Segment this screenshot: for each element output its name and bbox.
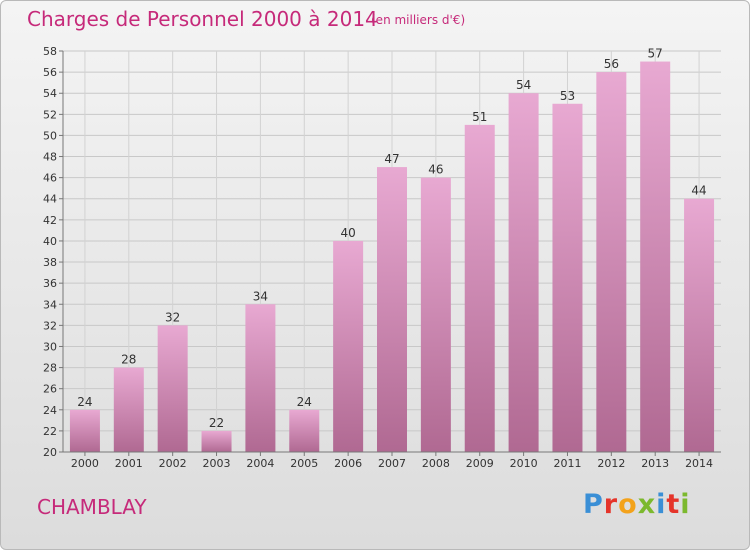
y-tick-label: 50 — [43, 129, 57, 142]
logo-letter: i — [656, 489, 667, 520]
x-tick-label: 2006 — [334, 457, 362, 470]
bar-value-label: 53 — [560, 89, 575, 103]
bar-value-label: 46 — [428, 163, 443, 177]
bar — [289, 409, 320, 452]
bar-value-label: 32 — [165, 310, 180, 324]
x-tick-label: 2004 — [246, 457, 274, 470]
x-tick-label: 2000 — [71, 457, 99, 470]
y-tick-label: 30 — [43, 340, 57, 353]
x-tick-label: 2013 — [641, 457, 669, 470]
y-tick-label: 38 — [43, 256, 57, 269]
y-tick-label: 36 — [43, 277, 57, 290]
proxiti-logo: Proxiti — [583, 489, 691, 520]
bar-value-label: 24 — [297, 395, 312, 409]
x-tick-label: 2008 — [422, 457, 450, 470]
y-tick-label: 56 — [43, 66, 57, 79]
y-tick-label: 24 — [43, 404, 57, 417]
bar-value-label: 24 — [77, 395, 92, 409]
y-tick-label: 40 — [43, 235, 57, 248]
bar — [640, 61, 671, 452]
bar-value-label: 34 — [253, 289, 268, 303]
bar — [508, 93, 539, 453]
logo-letter: x — [637, 489, 657, 520]
logo-letter: t — [666, 489, 681, 520]
bar — [377, 167, 407, 452]
y-tick-label: 20 — [43, 446, 57, 459]
x-tick-label: 2007 — [378, 457, 406, 470]
bar — [596, 72, 627, 453]
y-tick-label: 58 — [43, 45, 57, 58]
bar-value-label: 56 — [604, 57, 619, 71]
bar-value-label: 28 — [121, 353, 136, 367]
y-tick-label: 28 — [43, 362, 57, 375]
logo-letter: o — [618, 489, 638, 520]
y-tick-label: 52 — [43, 108, 57, 121]
x-tick-label: 2001 — [115, 457, 143, 470]
bar — [464, 124, 495, 453]
y-tick-label: 46 — [43, 172, 57, 185]
bar — [420, 177, 451, 452]
bar-value-label: 44 — [691, 184, 706, 198]
logo-letter: r — [603, 489, 619, 520]
logo-letter: i — [680, 489, 691, 520]
bar — [245, 304, 276, 452]
bar-value-label: 22 — [209, 416, 224, 430]
bar-value-label: 40 — [340, 226, 355, 240]
y-tick-label: 32 — [43, 319, 57, 332]
bar-value-label: 54 — [516, 78, 531, 92]
logo-letter: P — [583, 489, 604, 520]
y-tick-label: 42 — [43, 214, 57, 227]
bar — [201, 430, 232, 452]
bar — [113, 367, 144, 452]
bar-value-label: 57 — [648, 47, 663, 61]
y-tick-label: 26 — [43, 383, 57, 396]
x-tick-label: 2005 — [290, 457, 318, 470]
y-tick-label: 54 — [43, 87, 57, 100]
x-tick-label: 2009 — [466, 457, 494, 470]
commune-name: CHAMBLAY — [37, 495, 147, 519]
chart-title: Charges de Personnel 2000 à 2014 — [27, 7, 378, 31]
y-tick-label: 34 — [43, 298, 57, 311]
x-tick-label: 2010 — [510, 457, 538, 470]
bar — [333, 240, 364, 452]
bar — [157, 325, 188, 452]
y-tick-label: 48 — [43, 151, 57, 164]
y-tick-label: 44 — [43, 193, 57, 206]
x-tick-label: 2002 — [159, 457, 187, 470]
x-tick-label: 2003 — [203, 457, 231, 470]
bar — [684, 198, 715, 452]
x-tick-label: 2014 — [685, 457, 713, 470]
bar — [552, 103, 583, 453]
bar-value-label: 47 — [384, 152, 399, 166]
chart-subtitle: (en milliers d'€) — [371, 13, 466, 27]
y-tick-label: 22 — [43, 425, 57, 438]
x-tick-label: 2012 — [597, 457, 625, 470]
x-tick-label: 2011 — [553, 457, 581, 470]
bar — [69, 409, 100, 452]
bar-value-label: 51 — [472, 110, 487, 124]
